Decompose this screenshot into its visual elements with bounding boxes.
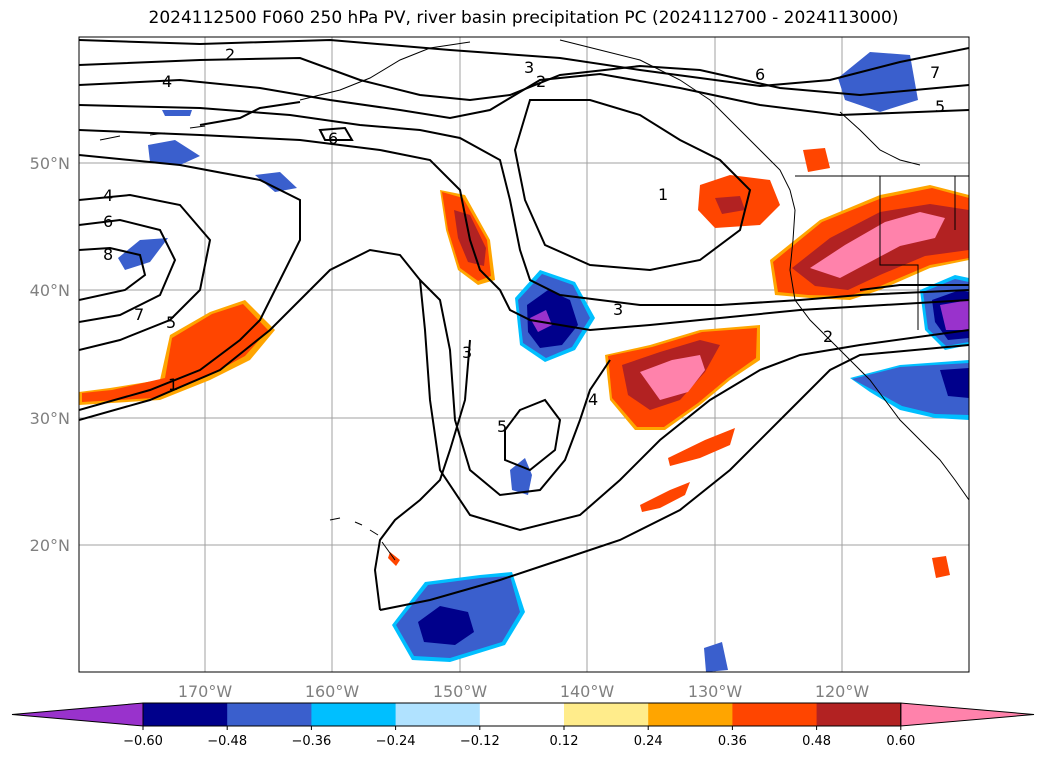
- colorbar-tick-label: 0.36: [718, 734, 747, 749]
- colorbar-tick-label: −0.36: [291, 734, 331, 749]
- pv-label: 5: [166, 313, 176, 332]
- colorbar-tick-label: −0.12: [460, 734, 500, 749]
- pv-label: 8: [103, 245, 113, 264]
- pv-label: 7: [134, 305, 144, 324]
- colorbar-tick-label: −0.24: [376, 734, 416, 749]
- colorbar-segment: [479, 703, 565, 726]
- pv-label: 4: [103, 186, 113, 205]
- lon-label: 160°W: [305, 682, 360, 701]
- pv-contour-labels: 2 4 3 2 6 7 5 6 4 6 8 7 5 1 1 3 3 5 4 2: [103, 45, 945, 436]
- lon-label: 150°W: [433, 682, 488, 701]
- colorbar-segment: [564, 703, 649, 726]
- precip-shading: [79, 52, 969, 672]
- colorbar-tick-label: 0.48: [802, 734, 831, 749]
- colorbar-segment: [311, 703, 397, 726]
- pv-label: 2: [225, 45, 235, 64]
- colorbar-tick-label: 0.12: [550, 734, 579, 749]
- colorbar: −0.60 −0.48 −0.36 −0.24 −0.12 0.12 0.24 0.36 0.4…: [11, 702, 1035, 749]
- pv-label: 6: [755, 65, 765, 84]
- colorbar-segment: [732, 703, 818, 726]
- colorbar-segment: [395, 703, 481, 726]
- colorbar-tick-label: −0.60: [123, 734, 163, 749]
- colorbar-tick-label: 0.24: [634, 734, 663, 749]
- pv-label: 2: [536, 72, 546, 91]
- lon-label: 140°W: [560, 682, 615, 701]
- lon-label: 120°W: [815, 682, 870, 701]
- lon-label: 170°W: [178, 682, 233, 701]
- pv-label: 5: [497, 417, 507, 436]
- pv-label: 3: [613, 300, 623, 319]
- pv-label: 4: [162, 72, 172, 91]
- lat-label: 30°N: [30, 409, 70, 428]
- pv-label: 5: [935, 97, 945, 116]
- pv-label: 6: [103, 212, 113, 231]
- colorbar-tick-label: −0.48: [207, 734, 247, 749]
- lat-label: 20°N: [30, 536, 70, 555]
- colorbar-segment: [227, 703, 312, 726]
- pv-label: 4: [588, 390, 598, 409]
- lon-label: 130°W: [688, 682, 743, 701]
- colorbar-extend-min: [11, 702, 144, 727]
- lat-label: 40°N: [30, 281, 70, 300]
- map-frame: [78, 36, 970, 673]
- pv-label: 3: [524, 58, 534, 77]
- pv-label: 3: [462, 343, 472, 362]
- latitude-labels: 50°N 40°N 30°N 20°N: [30, 154, 70, 555]
- pv-label: 2: [823, 327, 833, 346]
- pv-label: 1: [168, 375, 178, 394]
- lat-label: 50°N: [30, 154, 70, 173]
- colorbar-tick-label: 0.60: [886, 734, 915, 749]
- pv-label: 7: [930, 63, 940, 82]
- colorbar-segment: [816, 703, 902, 726]
- pv-label: 6: [328, 129, 338, 148]
- colorbar-segment: [143, 703, 228, 726]
- colorbar-extend-max: [900, 702, 1035, 727]
- map-title: 2024112500 F060 250 hPa PV, river basin …: [148, 8, 899, 28]
- colorbar-segment: [648, 703, 733, 726]
- pv-label: 1: [658, 185, 668, 204]
- coastlines: [99, 39, 969, 561]
- colorbar-outline: [142, 702, 902, 727]
- pv-contours: [79, 38, 969, 611]
- longitude-labels: 170°W 160°W 150°W 140°W 130°W 120°W: [178, 682, 870, 701]
